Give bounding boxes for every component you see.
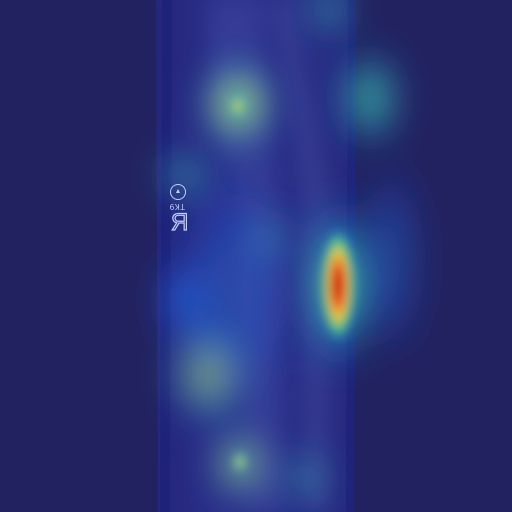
heat-spot (360, 160, 420, 360)
hotspot (320, 227, 356, 343)
heat-spot (338, 46, 402, 150)
film-left-edge (160, 0, 172, 512)
marker-circle-icon (170, 184, 186, 200)
laterality-marker: TK9 R (160, 182, 200, 240)
heat-spot (158, 155, 210, 195)
heat-spot (172, 170, 292, 410)
marker-letter: R (170, 208, 189, 236)
soft-tissue (270, 0, 332, 512)
warm-core (228, 90, 248, 122)
heat-spot (308, 0, 352, 32)
heat-spot (285, 454, 325, 502)
warm-core (232, 450, 248, 474)
heatmap-core (228, 90, 356, 474)
